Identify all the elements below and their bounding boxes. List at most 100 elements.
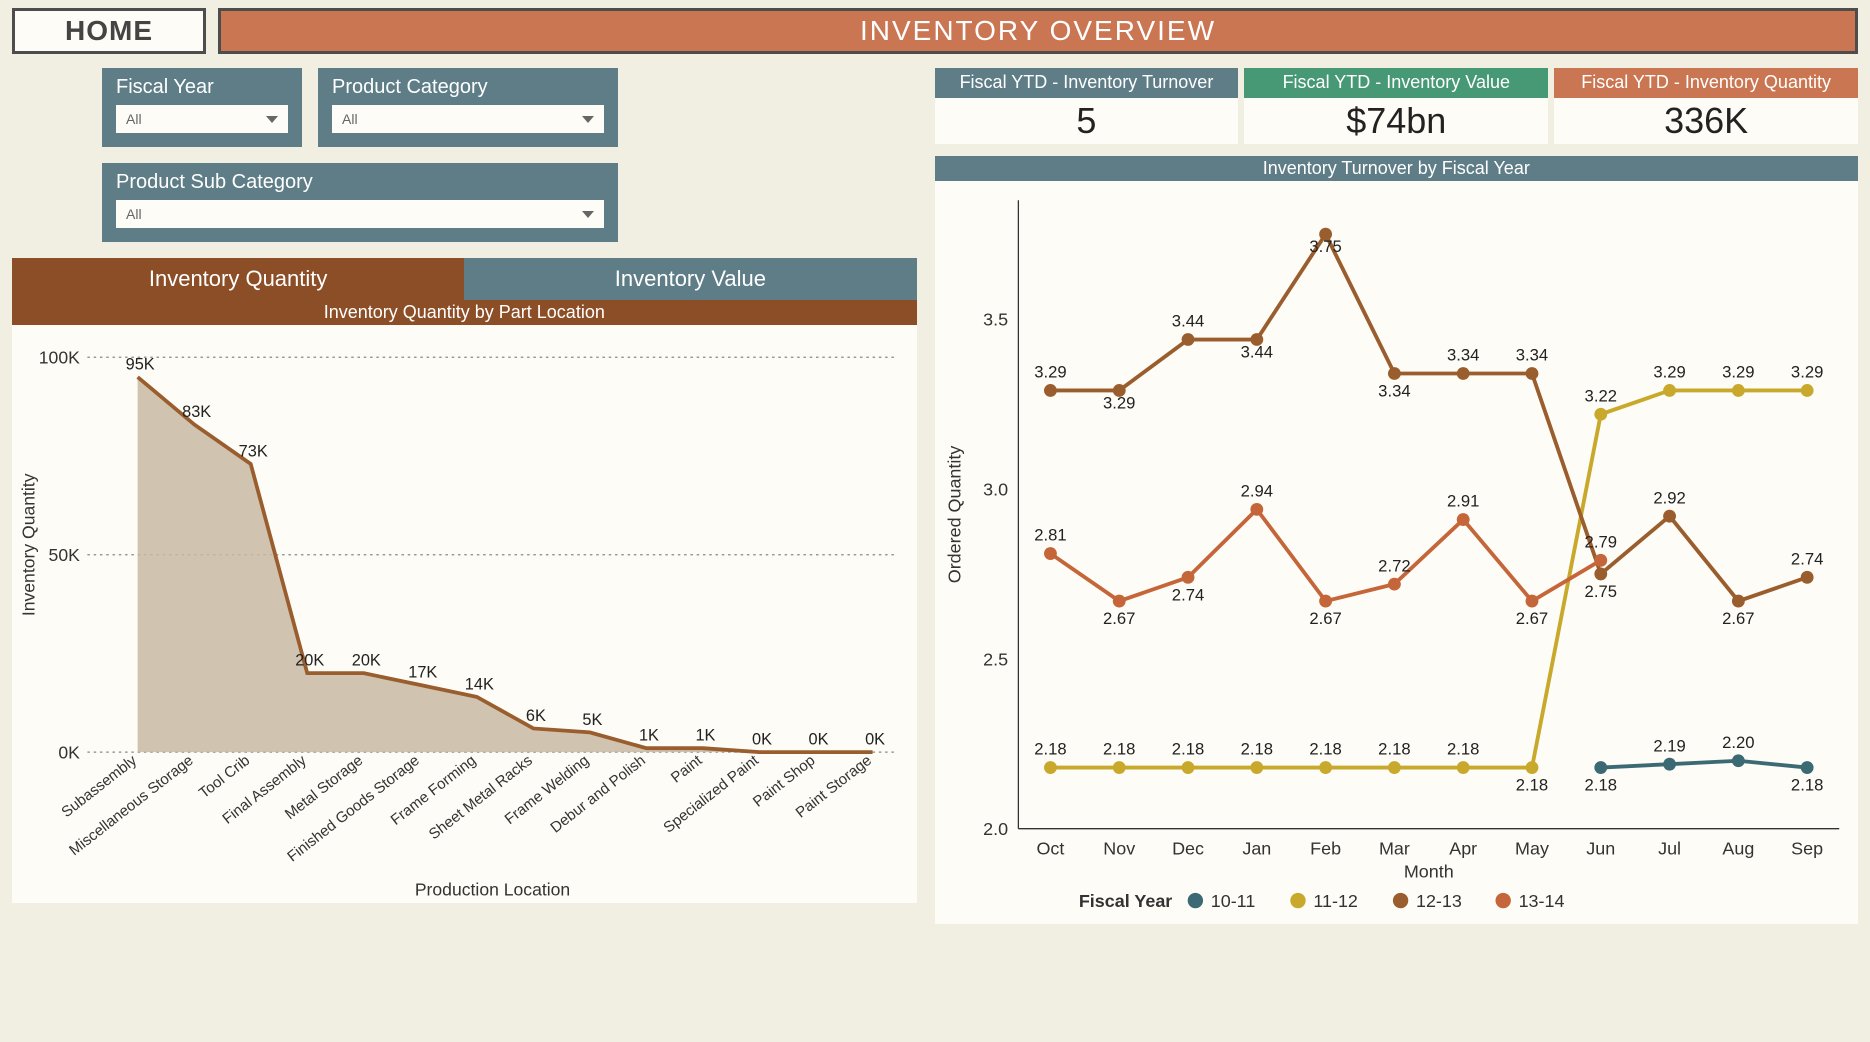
svg-text:2.18: 2.18: [1240, 739, 1272, 758]
product-category-select[interactable]: All: [332, 105, 604, 133]
svg-text:1K: 1K: [695, 727, 715, 745]
kpi-title: Fiscal YTD - Inventory Turnover: [935, 68, 1239, 98]
svg-text:3.29: 3.29: [1653, 362, 1685, 381]
kpi-title: Fiscal YTD - Inventory Value: [1244, 68, 1548, 98]
filter-fiscal-year: Fiscal Year All: [102, 68, 302, 147]
svg-text:3.44: 3.44: [1240, 342, 1272, 361]
svg-text:2.18: 2.18: [1034, 739, 1066, 758]
svg-text:2.18: 2.18: [1584, 775, 1616, 794]
kpi-value: $74bn: [1244, 98, 1548, 144]
filter-label: Product Category: [332, 76, 604, 99]
svg-text:2.18: 2.18: [1378, 739, 1410, 758]
line-chart-title: Inventory Turnover by Fiscal Year: [935, 156, 1858, 181]
filter-product-category: Product Category All: [318, 68, 618, 147]
svg-text:0K: 0K: [752, 731, 772, 749]
svg-text:Jul: Jul: [1658, 838, 1681, 858]
svg-text:2.18: 2.18: [1447, 739, 1479, 758]
chevron-down-icon: [582, 211, 594, 218]
svg-text:83K: 83K: [182, 403, 211, 421]
svg-text:3.29: 3.29: [1103, 393, 1135, 412]
chevron-down-icon: [266, 116, 278, 123]
svg-text:100K: 100K: [39, 348, 80, 368]
filter-product-sub-category: Product Sub Category All: [102, 163, 618, 242]
svg-text:0K: 0K: [809, 731, 829, 749]
svg-text:Oct: Oct: [1036, 838, 1064, 858]
svg-text:May: May: [1515, 838, 1549, 858]
line-chart: 2.02.53.03.5OctNovDecJanFebMarAprMayJunJ…: [935, 181, 1858, 925]
svg-text:Fiscal Year: Fiscal Year: [1078, 891, 1171, 911]
svg-text:Production Location: Production Location: [415, 879, 570, 899]
filter-label: Fiscal Year: [116, 76, 288, 99]
product-sub-category-select[interactable]: All: [116, 200, 604, 228]
svg-text:Debur and Polish: Debur and Polish: [547, 752, 649, 837]
svg-text:Ordered Quantity: Ordered Quantity: [944, 445, 964, 583]
svg-text:2.19: 2.19: [1653, 736, 1685, 755]
chevron-down-icon: [582, 116, 594, 123]
svg-text:Inventory Quantity: Inventory Quantity: [19, 473, 39, 616]
svg-text:3.44: 3.44: [1171, 311, 1203, 330]
svg-text:2.0: 2.0: [983, 819, 1008, 839]
svg-text:2.79: 2.79: [1584, 532, 1616, 551]
svg-text:2.18: 2.18: [1171, 739, 1203, 758]
svg-text:Apr: Apr: [1449, 838, 1477, 858]
svg-text:3.29: 3.29: [1722, 362, 1754, 381]
svg-text:Feb: Feb: [1310, 838, 1341, 858]
svg-text:17K: 17K: [408, 663, 437, 681]
kpi-card: Fiscal YTD - Inventory Turnover5: [935, 68, 1239, 144]
svg-text:3.34: 3.34: [1515, 345, 1547, 364]
svg-text:3.34: 3.34: [1378, 381, 1410, 400]
kpi-value: 5: [935, 98, 1239, 144]
svg-text:2.81: 2.81: [1034, 525, 1066, 544]
svg-text:0K: 0K: [58, 742, 80, 762]
svg-text:2.91: 2.91: [1447, 491, 1479, 510]
svg-text:2.18: 2.18: [1309, 739, 1341, 758]
svg-text:11-12: 11-12: [1313, 891, 1358, 911]
svg-text:Mar: Mar: [1378, 838, 1409, 858]
svg-text:10-11: 10-11: [1210, 891, 1255, 911]
tab-inventory-value[interactable]: Inventory Value: [464, 258, 916, 300]
svg-text:2.72: 2.72: [1378, 556, 1410, 575]
filter-label: Product Sub Category: [116, 171, 604, 194]
svg-text:12-13: 12-13: [1416, 891, 1462, 911]
svg-text:2.67: 2.67: [1722, 609, 1754, 628]
svg-text:13-14: 13-14: [1518, 891, 1564, 911]
svg-text:2.75: 2.75: [1584, 582, 1616, 601]
svg-text:Month: Month: [1403, 861, 1453, 881]
svg-text:Specialized Paint: Specialized Paint: [660, 751, 762, 836]
home-button[interactable]: HOME: [12, 8, 206, 54]
svg-text:5K: 5K: [582, 711, 602, 729]
fiscal-year-select[interactable]: All: [116, 105, 288, 133]
svg-text:2.5: 2.5: [983, 649, 1008, 669]
svg-text:2.20: 2.20: [1722, 733, 1754, 752]
svg-text:2.18: 2.18: [1790, 775, 1822, 794]
svg-text:3.75: 3.75: [1309, 237, 1341, 256]
tab-inventory-quantity[interactable]: Inventory Quantity: [12, 258, 464, 300]
svg-text:3.29: 3.29: [1034, 362, 1066, 381]
svg-text:6K: 6K: [526, 707, 546, 725]
select-value: All: [126, 111, 142, 127]
svg-text:3.0: 3.0: [983, 479, 1008, 499]
svg-text:Dec: Dec: [1172, 838, 1204, 858]
svg-text:73K: 73K: [239, 442, 268, 460]
svg-text:Jan: Jan: [1242, 838, 1271, 858]
page-title: INVENTORY OVERVIEW: [218, 8, 1858, 54]
svg-text:14K: 14K: [465, 675, 494, 693]
svg-text:Paint: Paint: [668, 751, 706, 786]
svg-text:1K: 1K: [639, 727, 659, 745]
select-value: All: [342, 111, 358, 127]
svg-text:20K: 20K: [352, 652, 381, 670]
svg-text:Sep: Sep: [1791, 838, 1823, 858]
svg-text:50K: 50K: [49, 545, 81, 565]
svg-text:3.5: 3.5: [983, 309, 1008, 329]
svg-text:Aug: Aug: [1722, 838, 1754, 858]
area-chart: 0K 50K 100K 95K 83K 73K 20K 20K 17K 14K 6K 5K 1K 1K 0K…: [12, 325, 917, 903]
svg-text:2.18: 2.18: [1515, 775, 1547, 794]
svg-text:2.18: 2.18: [1103, 739, 1135, 758]
svg-text:2.74: 2.74: [1171, 585, 1203, 604]
svg-text:3.34: 3.34: [1447, 345, 1479, 364]
svg-text:0K: 0K: [865, 731, 885, 749]
svg-text:95K: 95K: [126, 356, 155, 374]
svg-text:Nov: Nov: [1103, 838, 1135, 858]
svg-text:2.67: 2.67: [1103, 609, 1135, 628]
svg-text:20K: 20K: [295, 652, 324, 670]
